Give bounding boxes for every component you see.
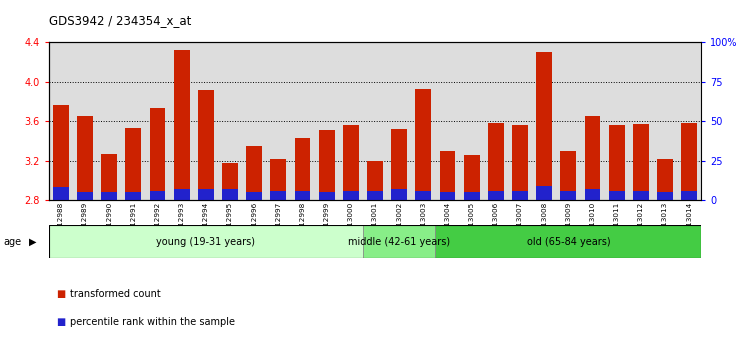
Bar [150, 108, 165, 200]
Bar [609, 125, 625, 200]
Text: age: age [4, 236, 22, 247]
Bar [77, 116, 93, 200]
Text: middle (42-61 years): middle (42-61 years) [348, 236, 450, 247]
Bar [246, 146, 262, 200]
Text: transformed count: transformed count [70, 289, 160, 299]
Bar [271, 190, 286, 200]
Bar [222, 189, 238, 200]
Text: young (19-31 years): young (19-31 years) [156, 236, 255, 247]
Bar [343, 125, 358, 200]
FancyBboxPatch shape [436, 225, 701, 258]
Bar [222, 162, 238, 200]
Bar [198, 90, 214, 200]
Text: old (65-84 years): old (65-84 years) [526, 236, 610, 247]
Bar [343, 190, 358, 200]
Bar [101, 192, 117, 200]
Bar [198, 189, 214, 200]
Bar [53, 187, 69, 200]
Bar [681, 190, 697, 200]
Bar [101, 154, 117, 200]
Bar [440, 192, 455, 200]
Bar [536, 52, 552, 200]
Bar [585, 189, 600, 200]
FancyBboxPatch shape [49, 225, 363, 258]
Bar [53, 105, 69, 200]
Text: ■: ■ [56, 289, 65, 299]
Text: ■: ■ [56, 317, 65, 327]
Bar [319, 130, 334, 200]
Bar [512, 190, 528, 200]
Bar [295, 138, 310, 200]
Bar [512, 125, 528, 200]
Bar [392, 189, 407, 200]
Bar [416, 89, 431, 200]
Bar [440, 151, 455, 200]
Bar [295, 190, 310, 200]
Text: GDS3942 / 234354_x_at: GDS3942 / 234354_x_at [49, 14, 191, 27]
Bar [536, 186, 552, 200]
Text: ▶: ▶ [28, 236, 36, 247]
Bar [392, 129, 407, 200]
Bar [657, 192, 673, 200]
Bar [585, 116, 600, 200]
Bar [416, 190, 431, 200]
Bar [174, 50, 190, 200]
FancyBboxPatch shape [363, 225, 436, 258]
Bar [464, 155, 479, 200]
Text: percentile rank within the sample: percentile rank within the sample [70, 317, 235, 327]
Bar [125, 192, 141, 200]
Bar [368, 161, 382, 200]
Bar [681, 123, 697, 200]
Bar [488, 190, 504, 200]
Bar [174, 189, 190, 200]
Bar [609, 190, 625, 200]
Bar [271, 159, 286, 200]
Bar [319, 192, 334, 200]
Bar [77, 192, 93, 200]
Bar [246, 192, 262, 200]
Bar [560, 190, 576, 200]
Bar [633, 124, 649, 200]
Bar [633, 190, 649, 200]
Bar [125, 128, 141, 200]
Bar [488, 123, 504, 200]
Bar [657, 159, 673, 200]
Bar [560, 151, 576, 200]
Bar [464, 192, 479, 200]
Bar [150, 190, 165, 200]
Bar [368, 190, 382, 200]
